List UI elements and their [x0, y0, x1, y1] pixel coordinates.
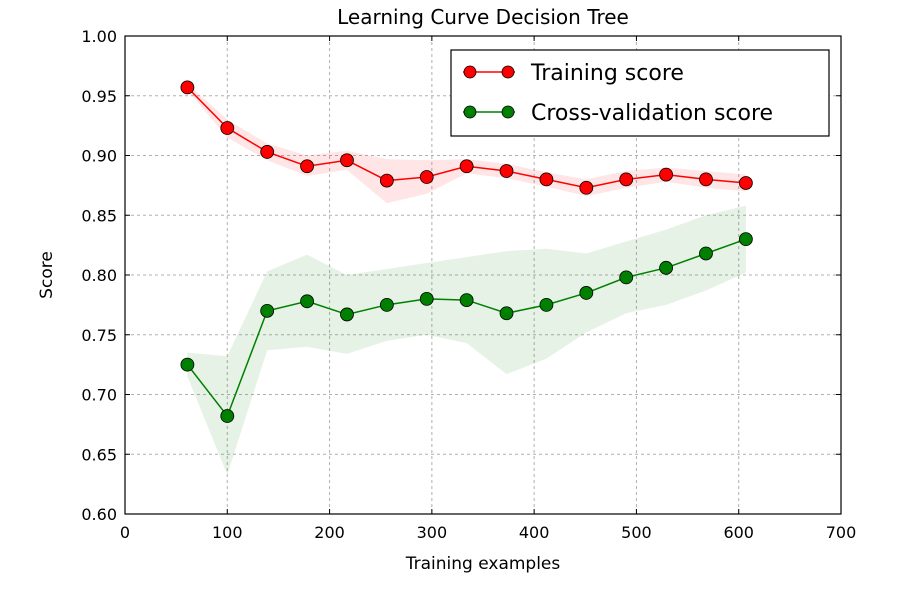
x-tick-label: 500: [621, 523, 652, 542]
point-training: [539, 172, 554, 187]
point-training: [260, 145, 275, 159]
confidence-bands: [187, 83, 746, 475]
point-training: [220, 121, 235, 135]
point-cv: [220, 409, 235, 423]
point-training: [340, 153, 354, 168]
chart-title: Learning Curve Decision Tree: [337, 5, 629, 29]
legend-marker-cv: [501, 105, 515, 119]
point-training: [579, 180, 594, 195]
point-cv: [699, 246, 713, 261]
point-cv: [619, 270, 634, 285]
x-axis-label: Training examples: [405, 554, 561, 574]
y-tick-label: 0.75: [81, 326, 117, 345]
point-cv: [738, 232, 753, 247]
point-training: [459, 159, 474, 174]
x-tick-label: 600: [723, 523, 754, 542]
legend-marker-cv: [463, 105, 477, 119]
y-tick-label: 0.60: [81, 505, 117, 524]
point-training: [699, 172, 713, 187]
legend: Training score Cross-validation score: [450, 49, 830, 137]
axis-ticks: 0 100 200 300 400 500 600 700 0.60 0.65 0.70 0.75 0.…: [81, 27, 856, 542]
x-tick-label: 300: [417, 523, 448, 542]
series-markers: [180, 80, 753, 423]
point-cv: [459, 293, 474, 307]
band-cv: [187, 205, 746, 475]
y-tick-label: 0.65: [81, 445, 117, 464]
x-tick-label: 700: [826, 523, 857, 542]
x-tick-label: 400: [519, 523, 550, 542]
point-cv: [180, 357, 195, 372]
point-training: [738, 176, 753, 190]
point-cv: [539, 297, 554, 312]
y-tick-label: 0.90: [81, 147, 117, 166]
y-tick-label: 0.95: [81, 87, 117, 106]
x-tick-label: 0: [120, 523, 130, 542]
y-tick-label: 1.00: [81, 27, 117, 46]
x-tick-label: 200: [314, 523, 345, 542]
legend-box: [450, 49, 830, 137]
point-cv: [340, 307, 354, 322]
legend-label-cv: Cross-validation score: [531, 101, 773, 126]
legend-marker-training: [501, 65, 515, 79]
y-axis-label: Score: [37, 251, 57, 299]
y-tick-label: 0.80: [81, 266, 117, 285]
point-cv: [499, 306, 514, 321]
point-training: [499, 164, 514, 178]
point-training: [180, 80, 195, 95]
y-tick-label: 0.85: [81, 206, 117, 225]
point-cv: [419, 291, 434, 306]
legend-marker-training: [463, 65, 477, 79]
x-tick-label: 100: [212, 523, 243, 542]
point-training: [659, 167, 673, 182]
y-tick-label: 0.70: [81, 386, 117, 405]
point-training: [379, 173, 394, 188]
point-cv: [659, 260, 673, 275]
point-training: [300, 159, 314, 174]
point-training: [419, 170, 434, 184]
point-cv: [379, 297, 394, 312]
legend-label-training: Training score: [530, 61, 684, 86]
point-training: [619, 172, 634, 187]
point-cv: [260, 303, 275, 318]
point-cv: [300, 294, 314, 309]
point-cv: [579, 286, 594, 300]
